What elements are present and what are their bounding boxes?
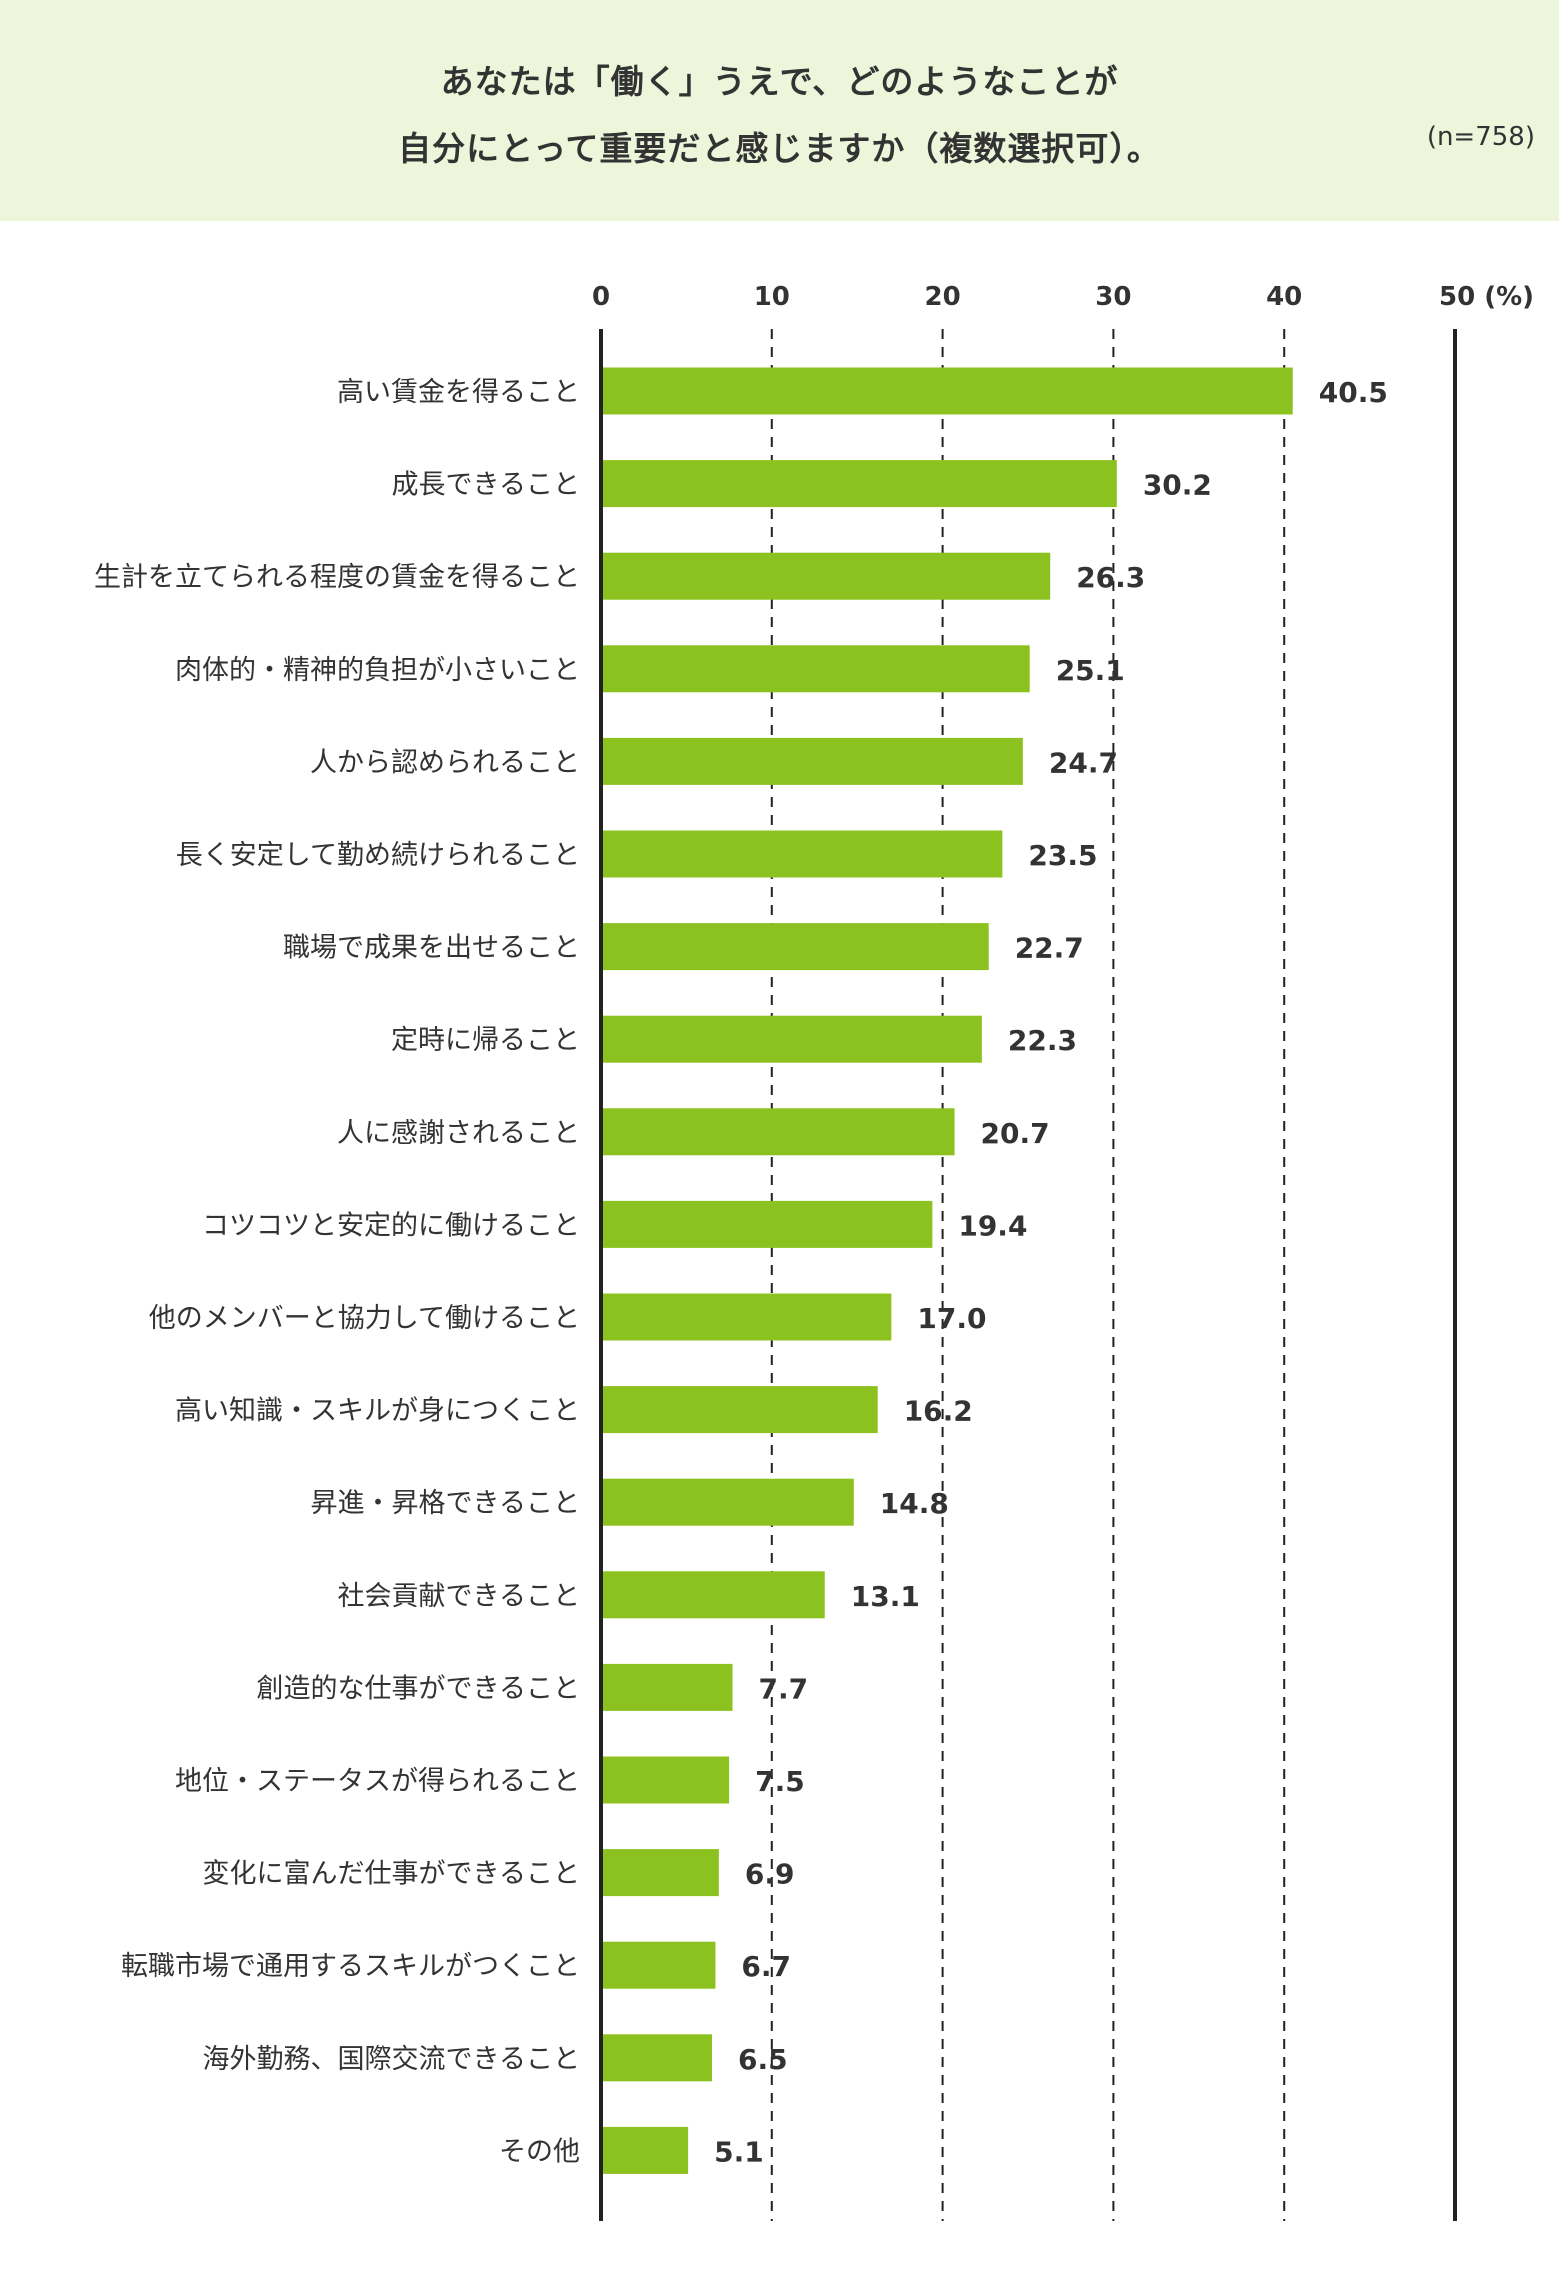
value-label-20: 5.1 bbox=[714, 2135, 764, 2168]
value-label-18: 6.7 bbox=[741, 1950, 791, 1983]
category-label-19: 海外勤務、国際交流できること bbox=[203, 2044, 580, 2075]
value-label-19: 6.5 bbox=[738, 2043, 788, 2076]
category-label-15: 創造的な仕事ができること bbox=[257, 1673, 580, 1704]
value-label-17: 6.9 bbox=[745, 1858, 795, 1891]
category-label-18: 転職市場で通用するスキルがつくこと bbox=[121, 1951, 580, 1982]
value-label-5: 24.7 bbox=[1049, 746, 1118, 779]
category-label-12: 高い知識・スキルが身につくこと bbox=[175, 1396, 580, 1427]
category-label-7: 職場で成果を出せること bbox=[283, 933, 580, 964]
chart-title-line-1: あなたは「働く」うえで、どのようなことが bbox=[440, 62, 1119, 101]
value-label-3: 26.3 bbox=[1076, 561, 1145, 594]
value-label-14: 13.1 bbox=[851, 1580, 920, 1613]
bar-17 bbox=[603, 1849, 719, 1897]
bar-20 bbox=[603, 2126, 689, 2174]
x-tick-label-40: 40 bbox=[1266, 282, 1302, 312]
bar-5 bbox=[603, 737, 1023, 785]
value-label-11: 17.0 bbox=[917, 1302, 986, 1335]
bar-9 bbox=[603, 1108, 955, 1156]
bar-1 bbox=[603, 367, 1293, 415]
x-tick-label-0: 0 bbox=[592, 282, 610, 312]
value-label-6: 23.5 bbox=[1028, 839, 1097, 872]
bars bbox=[603, 367, 1293, 2174]
value-label-1: 40.5 bbox=[1319, 376, 1388, 409]
x-tick-label-10: 10 bbox=[754, 282, 790, 312]
bar-3 bbox=[603, 552, 1051, 600]
x-tick-label-20: 20 bbox=[925, 282, 961, 312]
sample-size-label: (n=758) bbox=[1426, 122, 1535, 152]
value-label-10: 19.4 bbox=[958, 1209, 1027, 1242]
labels: 0 10 20 30 40 50 (%) 高い賃金を得ること 40.5 成長できること 30.2 生… bbox=[94, 282, 1534, 2168]
bar-18 bbox=[603, 1941, 716, 1989]
bar-7 bbox=[603, 923, 989, 971]
chart-title-line-2: 自分にとって重要だと感じますか（複数選択可）。 bbox=[398, 129, 1161, 168]
chart-header: あなたは「働く」うえで、どのようなことが 自分にとって重要だと感じますか（複数選… bbox=[0, 0, 1559, 221]
x-tick-label-50: 50 (%) bbox=[1439, 282, 1534, 312]
category-label-3: 生計を立てられる程度の賃金を得ること bbox=[94, 562, 580, 593]
bar-12 bbox=[603, 1386, 878, 1434]
value-label-4: 25.1 bbox=[1056, 654, 1125, 687]
category-label-8: 定時に帰ること bbox=[391, 1025, 580, 1056]
value-label-7: 22.7 bbox=[1015, 932, 1084, 965]
bar-8 bbox=[603, 1015, 982, 1063]
bar-4 bbox=[603, 645, 1030, 693]
axes bbox=[599, 329, 1457, 2221]
bar-19 bbox=[603, 2034, 713, 2082]
x-tick-label-30: 30 bbox=[1095, 282, 1131, 312]
bar-13 bbox=[603, 1478, 854, 1526]
category-label-2: 成長できること bbox=[392, 470, 580, 501]
value-label-13: 14.8 bbox=[880, 1487, 949, 1520]
gridlines bbox=[770, 329, 1286, 2221]
bar-6 bbox=[603, 830, 1003, 878]
value-label-12: 16.2 bbox=[904, 1395, 973, 1428]
bar-14 bbox=[603, 1571, 825, 1619]
value-label-16: 7.5 bbox=[755, 1765, 805, 1798]
bar-11 bbox=[603, 1293, 892, 1341]
category-label-1: 高い賃金を得ること bbox=[337, 377, 580, 408]
value-label-2: 30.2 bbox=[1143, 469, 1212, 502]
category-label-9: 人に感謝されること bbox=[337, 1118, 580, 1149]
bar-16 bbox=[603, 1756, 730, 1804]
category-label-6: 長く安定して勤め続けられること bbox=[176, 840, 580, 871]
bar-15 bbox=[603, 1663, 733, 1711]
category-label-10: コツコツと安定的に働けること bbox=[202, 1210, 580, 1241]
category-label-11: 他のメンバーと協力して働けること bbox=[149, 1303, 580, 1334]
bar-2 bbox=[603, 460, 1117, 508]
category-label-20: その他 bbox=[499, 2136, 580, 2167]
category-label-13: 昇進・昇格できること bbox=[311, 1488, 580, 1519]
horizontal-bar-chart: 0 10 20 30 40 50 (%) 高い賃金を得ること 40.5 成長できること 30.2 生… bbox=[94, 282, 1534, 2221]
category-label-4: 肉体的・精神的負担が小さいこと bbox=[175, 655, 580, 686]
value-label-15: 7.7 bbox=[759, 1672, 809, 1705]
value-label-8: 22.3 bbox=[1008, 1024, 1077, 1057]
category-label-5: 人から認められること bbox=[310, 747, 580, 778]
value-label-9: 20.7 bbox=[981, 1117, 1050, 1150]
category-label-16: 地位・ステータスが得られること bbox=[175, 1766, 580, 1797]
category-label-17: 変化に富んだ仕事ができること bbox=[203, 1859, 580, 1890]
category-label-14: 社会貢献できること bbox=[338, 1581, 580, 1612]
bar-10 bbox=[603, 1200, 933, 1248]
